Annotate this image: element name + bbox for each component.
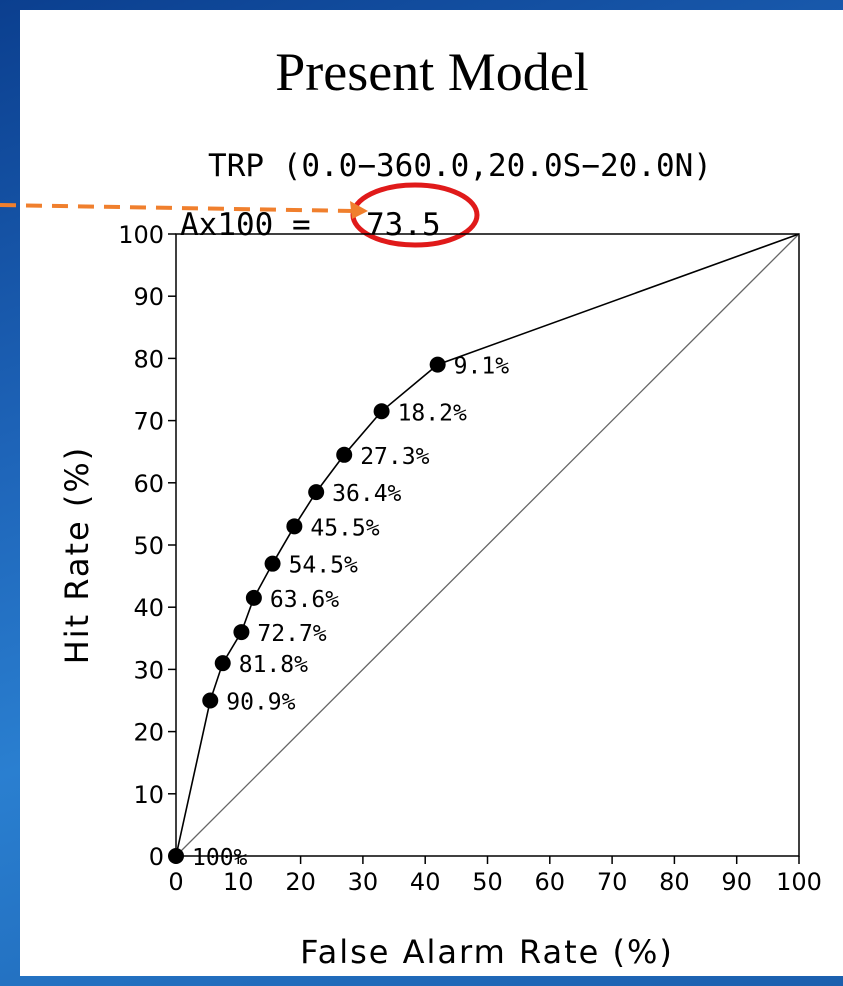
y-tick-label: 20 [133,719,164,747]
roc-point [233,624,250,641]
roc-point [245,589,262,606]
plot-area: 0 10 20 30 40 50 60 70 80 90 100 0 10 20 30 40 50 60 70 80 9… [118,221,822,896]
y-tick-label: 60 [133,470,164,498]
y-tick-label: 50 [133,532,164,560]
roc-point-label: 100% [192,845,248,871]
y-tick-label: 70 [133,408,164,436]
x-tick-label: 80 [659,868,690,896]
roc-point-label: 9.1% [454,354,510,380]
chart-title: TRP (0.0−360.0,20.0S−20.0N) [208,148,712,184]
roc-point [202,692,219,709]
roc-point-label: 27.3% [360,444,429,470]
roc-point [286,518,303,535]
roc-point [308,484,325,501]
x-tick-label: 40 [410,868,441,896]
y-tick-label: 10 [133,781,164,809]
roc-point-label: 54.5% [289,553,358,579]
y-tick-label: 80 [133,345,164,373]
roc-point-label: 90.9% [226,690,295,716]
y-tick-label: 30 [133,656,164,684]
roc-point [214,655,231,672]
roc-chart: Present Model TRP (0.0−360.0,20.0S−20.0N… [58,42,822,971]
roc-point-label: 18.2% [398,400,467,426]
roc-point [168,848,184,864]
roc-point [429,356,446,373]
x-axis-label: False Alarm Rate (%) [300,933,674,971]
x-tick-label: 90 [721,868,752,896]
no-skill-diagonal [175,233,800,857]
x-tick-label: 100 [776,868,822,896]
x-tick-label: 60 [535,868,566,896]
roc-point-label: 81.8% [239,652,308,678]
y-tick-label: 40 [133,594,164,622]
x-tick-label: 0 [168,868,183,896]
roc-point-label: 45.5% [310,515,379,541]
roc-point-label: 36.4% [332,481,401,507]
x-tick-label: 30 [348,868,379,896]
roc-point [264,555,281,572]
slide-heading: Present Model [275,42,588,102]
chart-panel: Present Model TRP (0.0−360.0,20.0S−20.0N… [20,10,843,976]
x-tick-label: 70 [597,868,628,896]
y-tick-label: 0 [149,843,164,871]
y-tick-label: 100 [118,221,164,249]
roc-point [336,446,353,463]
x-tick-label: 10 [223,868,254,896]
score-label: Ax100 = [180,207,311,243]
roc-point-label: 63.6% [270,587,339,613]
y-axis-label: Hit Rate (%) [58,446,96,665]
x-tick-label: 50 [472,868,503,896]
x-tick-label: 20 [285,868,316,896]
roc-point-label: 72.7% [257,621,326,647]
roc-point [373,403,390,420]
y-tick-label: 90 [133,283,164,311]
